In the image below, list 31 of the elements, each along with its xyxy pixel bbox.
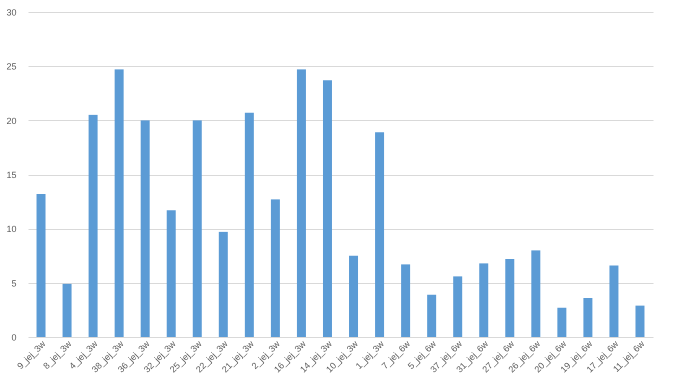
bar xyxy=(218,232,228,337)
bar xyxy=(296,69,306,337)
bar xyxy=(88,114,98,337)
y-tick-label: 15 xyxy=(6,170,16,180)
bar xyxy=(609,266,618,337)
bar xyxy=(36,194,46,337)
bar xyxy=(531,250,540,337)
y-tick-label: 25 xyxy=(6,62,16,72)
bar xyxy=(140,120,150,337)
y-tick-label: 30 xyxy=(6,8,16,18)
bar xyxy=(114,69,124,337)
bar xyxy=(427,294,436,337)
bar xyxy=(479,263,488,337)
bar xyxy=(166,210,176,337)
bar xyxy=(401,264,410,337)
bar xyxy=(62,284,72,337)
bar xyxy=(192,120,202,337)
bar xyxy=(375,132,384,337)
bar xyxy=(349,256,358,337)
bar xyxy=(270,199,280,337)
bar xyxy=(453,276,462,337)
y-tick-label: 20 xyxy=(6,116,16,126)
y-tick-label: 5 xyxy=(11,278,16,288)
bar xyxy=(635,306,644,337)
bar xyxy=(244,112,254,337)
y-tick-label: 10 xyxy=(6,224,16,234)
bar xyxy=(322,80,332,337)
bar xyxy=(557,308,566,337)
bar xyxy=(505,259,514,337)
y-tick-label: 0 xyxy=(11,332,16,342)
bar xyxy=(583,298,592,337)
